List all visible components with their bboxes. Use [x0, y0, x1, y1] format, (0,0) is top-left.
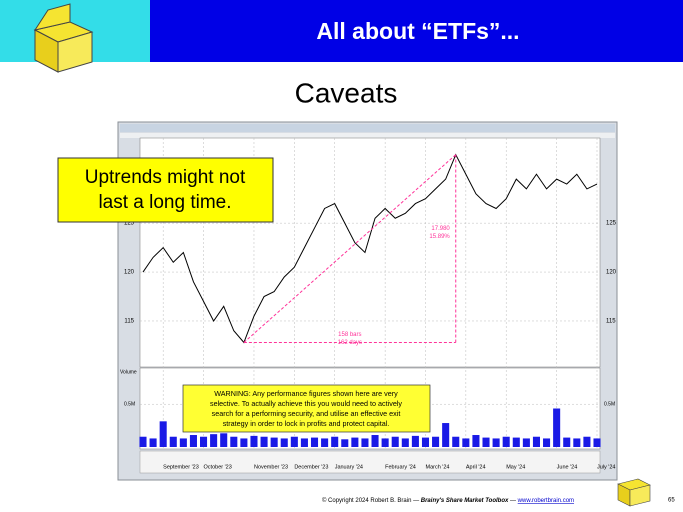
y-tick-label: 125: [606, 221, 617, 227]
x-tick-label: January '24: [335, 464, 363, 470]
volume-bar: [522, 438, 530, 447]
volume-bar: [310, 437, 319, 447]
warning-text: WARNING: Any performance figures shown h…: [214, 389, 398, 398]
volume-bar: [230, 436, 238, 447]
y-tick-label: 0.5M: [124, 402, 135, 408]
x-tick-label: July '24: [597, 464, 615, 470]
volume-bar: [391, 436, 399, 447]
x-tick-label: December '23: [294, 464, 328, 470]
volume-bar: [512, 437, 520, 447]
measure-line: [243, 154, 457, 343]
volume-bar: [583, 436, 591, 447]
annotation: 15.89%: [429, 234, 450, 240]
volume-bar: [411, 435, 419, 447]
footer-brand: Brainy's Share Market Toolbox: [421, 498, 509, 504]
volume-bar: [290, 436, 298, 447]
volume-bar: [532, 436, 540, 447]
volume-bar: [432, 436, 440, 447]
volume-bar: [139, 436, 147, 447]
volume-bar: [250, 435, 258, 447]
volume-bar: [351, 437, 359, 447]
footer-url[interactable]: www.robertbrain.com: [517, 498, 574, 504]
y-tick-label: 0.5M: [604, 402, 615, 408]
y-tick-label: 125: [124, 221, 135, 227]
x-tick-label: April '24: [466, 464, 486, 470]
volume-bar: [200, 436, 208, 447]
volume-bar: [260, 436, 268, 447]
footer-copyright: © Copyright 2024 Robert B. Brain —: [322, 497, 419, 504]
callout-text: last a long time.: [98, 192, 231, 213]
annotation: 162 days: [338, 340, 362, 346]
volume-bar: [149, 438, 157, 447]
date-axis: [139, 450, 601, 474]
chart-layer: 115 115 120 120 125 125 September '23 October '…: [120, 138, 617, 470]
x-tick-label: February '24: [385, 464, 416, 470]
volume-title: Volume: [120, 369, 137, 375]
chart-header-strip: [120, 133, 615, 138]
x-tick-label: March '24: [425, 464, 449, 470]
volume-bar: [361, 438, 369, 447]
x-tick-label: September '23: [163, 464, 199, 470]
warning-box: [182, 384, 431, 433]
title-bar: [150, 0, 683, 62]
volume-bar: [452, 436, 460, 447]
volume-bar: [371, 435, 379, 447]
price-line: [142, 153, 598, 344]
volume-bar: [573, 438, 581, 447]
x-tick-label: June '24: [557, 464, 578, 470]
warning-text: selective. To actually achieve this you …: [210, 399, 402, 408]
volume-bar: [472, 435, 480, 447]
volume-bar: [210, 434, 218, 447]
volume-bar: [502, 436, 510, 447]
slide-title: All about “ETFs”...: [316, 18, 519, 44]
volume-bar: [300, 438, 308, 447]
y-tick-label: 115: [124, 319, 134, 325]
footer-dash: —: [510, 498, 516, 504]
y-tick-label: 120: [124, 270, 135, 276]
volume-bar: [341, 439, 349, 447]
page-number: 65: [668, 498, 675, 504]
footer-logo: [617, 478, 651, 507]
volume-bar: [543, 438, 551, 447]
volume-bar: [482, 437, 490, 447]
volume-bar: [321, 438, 329, 447]
x-tick-label: May '24: [506, 464, 525, 470]
volume-bar: [189, 435, 197, 447]
y-tick-label: 115: [606, 319, 616, 325]
y-tick-label: 120: [606, 270, 617, 276]
window-titlebar: [120, 124, 615, 132]
footer: © Copyright 2024 Robert B. Brain — Brain…: [322, 497, 574, 504]
volume-bar: [240, 438, 248, 447]
volume-bar: [280, 438, 288, 447]
x-tick-label: October '23: [204, 464, 232, 470]
volume-bar: [421, 437, 430, 447]
volume-bar: [553, 408, 561, 447]
volume-bar: [331, 436, 339, 447]
volume-bar: [492, 438, 500, 447]
volume-bar: [593, 438, 601, 447]
slide-subtitle: Caveats: [295, 77, 398, 108]
volume-bar: [563, 437, 571, 447]
annotation: 17.980: [431, 226, 450, 232]
volume-bar: [270, 437, 278, 447]
warning-text: search for a performing security, and ut…: [212, 409, 401, 418]
callout-box: [57, 157, 274, 223]
volume-bar: [401, 438, 409, 447]
callout-text: Uptrends might not: [85, 167, 246, 188]
x-tick-label: November '23: [254, 464, 288, 470]
volume-bar: [159, 421, 167, 447]
warning-text: strategy in order to lock in profits and…: [223, 419, 390, 428]
volume-bar: [220, 433, 228, 447]
volume-bar: [179, 438, 187, 447]
volume-bar: [381, 438, 389, 447]
logo-box: [33, 3, 94, 73]
volume-bar: [462, 438, 470, 447]
volume-bar: [442, 423, 450, 447]
annotation: 158 bars: [338, 332, 361, 338]
volume-bar: [169, 436, 177, 447]
